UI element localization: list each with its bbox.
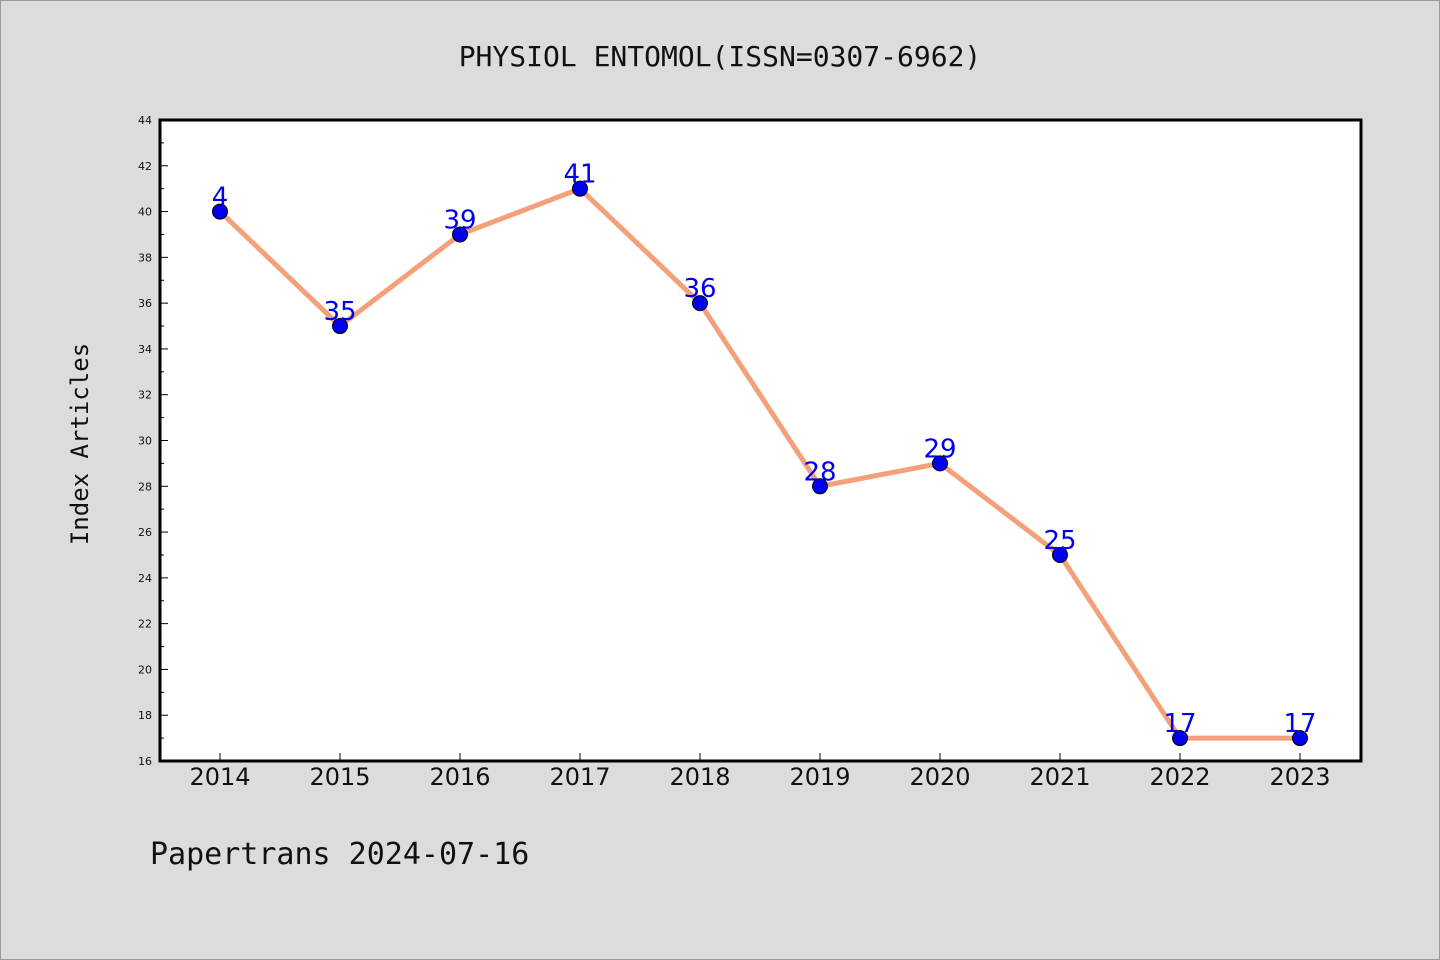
y-tick-label: 36 — [138, 297, 152, 310]
x-tick-label: 2018 — [669, 763, 730, 791]
x-tick-label: 2020 — [909, 763, 970, 791]
data-label: 17 — [1163, 709, 1196, 739]
chart-title: PHYSIOL ENTOMOL(ISSN=0307-6962) — [459, 40, 982, 73]
x-tick-label: 2015 — [309, 763, 370, 791]
data-point — [1052, 546, 1068, 563]
x-tick-label: 2014 — [189, 763, 250, 791]
data-label: 17 — [1283, 709, 1316, 739]
y-axis-label: Index Articles — [66, 343, 94, 545]
footer-credit: Papertrans 2024-07-16 — [150, 837, 529, 872]
y-tick-label: 32 — [138, 389, 152, 402]
y-tick-label: 18 — [138, 709, 152, 722]
data-label: 35 — [323, 297, 356, 327]
data-label: 4 — [212, 183, 229, 213]
data-point — [332, 318, 348, 335]
data-label: 41 — [563, 160, 596, 190]
data-point — [1292, 730, 1308, 747]
y-tick-label: 34 — [138, 343, 152, 356]
data-label: 36 — [683, 274, 716, 304]
y-tick-label: 24 — [138, 572, 152, 585]
data-label: 39 — [443, 205, 476, 235]
data-label: 25 — [1043, 526, 1076, 556]
data-point — [452, 226, 468, 243]
data-point — [1172, 730, 1188, 747]
data-point — [812, 478, 828, 495]
y-tick-label: 20 — [138, 663, 152, 676]
y-tick-label: 16 — [138, 755, 152, 768]
y-tick-label: 28 — [138, 480, 152, 493]
x-tick-label: 2021 — [1029, 763, 1090, 791]
data-point — [212, 203, 228, 220]
plot-border — [158, 118, 1363, 763]
x-axis: 2014 2015 2016 2017 2018 2019 2020 2021 2022 2023 — [189, 753, 1331, 791]
y-tick-label: 26 — [138, 526, 152, 539]
x-tick-label: 2019 — [789, 763, 850, 791]
x-tick-label: 2022 — [1149, 763, 1210, 791]
y-tick-label: 30 — [138, 435, 152, 448]
x-tick-label: 2023 — [1269, 763, 1330, 791]
data-points — [212, 180, 1308, 747]
data-labels: 4 35 39 41 36 28 29 25 17 17 — [212, 160, 1317, 739]
y-tick-label: 40 — [138, 206, 152, 219]
data-point — [572, 180, 588, 197]
y-tick-label: 44 — [138, 114, 152, 127]
y-tick-label: 42 — [138, 160, 152, 173]
series-line — [217, 186, 1303, 741]
data-point — [932, 455, 948, 472]
data-label: 29 — [923, 434, 956, 464]
data-point — [692, 295, 708, 312]
series-line-layer — [217, 186, 1303, 741]
x-tick-label: 2016 — [429, 763, 490, 791]
plot-area — [160, 120, 1361, 761]
y-tick-label: 38 — [138, 251, 152, 264]
x-tick-label: 2017 — [549, 763, 610, 791]
data-label: 28 — [803, 457, 836, 487]
y-tick-label: 22 — [138, 618, 152, 631]
